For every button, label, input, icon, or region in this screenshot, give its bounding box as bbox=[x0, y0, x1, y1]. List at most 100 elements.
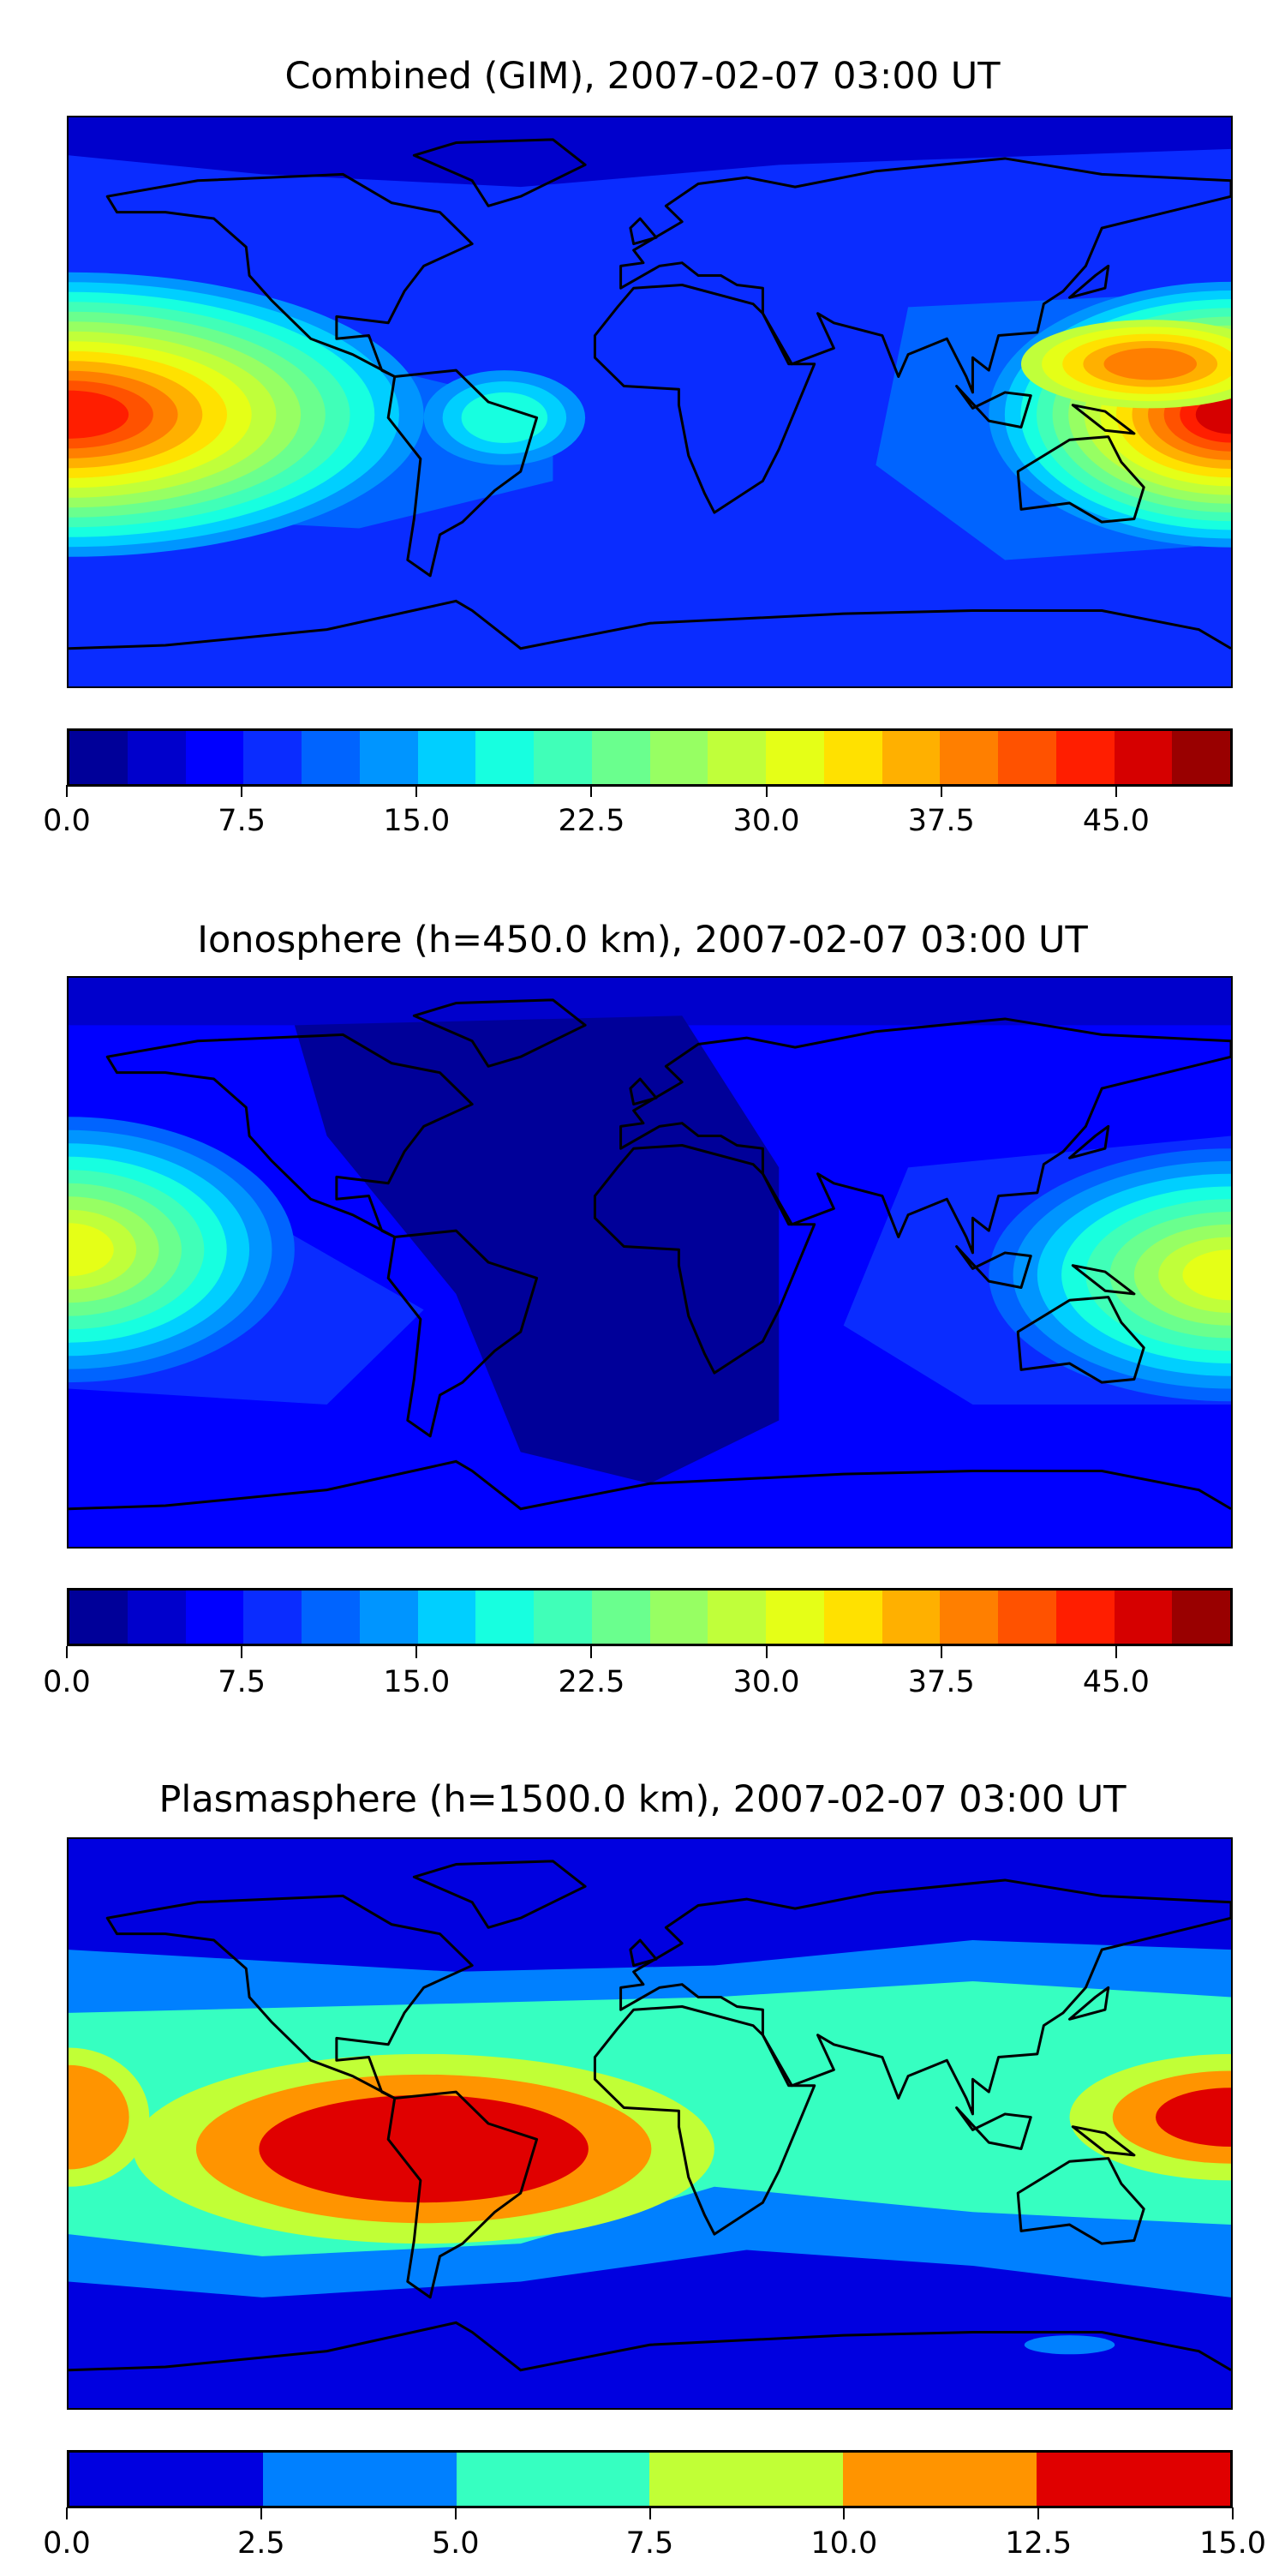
colorbar-segment bbox=[766, 1591, 824, 1644]
colorbar-tick-label: 45.0 bbox=[1082, 1665, 1150, 1699]
coastline bbox=[1073, 405, 1134, 434]
colorbar-segment bbox=[1055, 1591, 1115, 1644]
colorbar-segment bbox=[1114, 1591, 1173, 1644]
panel-3-title: Plasmasphere (h=1500.0 km), 2007-02-07 0… bbox=[158, 1778, 1127, 1821]
colorbar-tick bbox=[66, 1646, 68, 1658]
tec-contour-level bbox=[1156, 2088, 1231, 2148]
colorbar-segment bbox=[185, 731, 244, 784]
tec-contour-level bbox=[1024, 2335, 1115, 2355]
colorbar-tick bbox=[940, 785, 942, 797]
tec-contour-level bbox=[1182, 1249, 1231, 1301]
coastline bbox=[1070, 1126, 1109, 1158]
panel-3-map bbox=[67, 1837, 1233, 2410]
coastline bbox=[1070, 266, 1109, 297]
colorbar-segment bbox=[262, 2453, 457, 2506]
colorbar-segment bbox=[127, 1591, 186, 1644]
coastline bbox=[388, 370, 536, 576]
panel-3-colorbar bbox=[67, 2450, 1233, 2508]
colorbar-tick-label: 37.5 bbox=[907, 804, 975, 838]
colorbar-segment bbox=[708, 1591, 766, 1644]
colorbar-segment bbox=[649, 731, 708, 784]
colorbar-segment bbox=[940, 731, 998, 784]
colorbar-tick bbox=[940, 1646, 942, 1658]
colorbar-segment bbox=[998, 1591, 1056, 1644]
colorbar-segment bbox=[882, 731, 941, 784]
colorbar-segment bbox=[534, 731, 592, 784]
colorbar-segment bbox=[998, 731, 1056, 784]
colorbar-segment bbox=[1172, 1591, 1230, 1644]
coastline bbox=[957, 386, 1031, 428]
colorbar-segment bbox=[1055, 731, 1115, 784]
coastline bbox=[1073, 2127, 1134, 2155]
colorbar-tick bbox=[590, 1646, 593, 1658]
colorbar-tick-label: 37.5 bbox=[907, 1665, 975, 1699]
coastline bbox=[414, 1861, 585, 1927]
colorbar-tick-label: 22.5 bbox=[558, 1665, 625, 1699]
plasmasphere-tec-map bbox=[69, 1839, 1231, 2408]
colorbar-segment bbox=[185, 1591, 244, 1644]
colorbar-tick-label: 0.0 bbox=[43, 2526, 91, 2561]
colorbar-segment bbox=[649, 1591, 708, 1644]
colorbar-tick-label: 0.0 bbox=[43, 1665, 91, 1699]
coastline-antarctica bbox=[69, 601, 1231, 648]
colorbar-segment bbox=[843, 2453, 1037, 2506]
coastline bbox=[595, 1146, 814, 1374]
coastline bbox=[621, 1880, 1231, 2114]
tec-contour-level bbox=[259, 2094, 589, 2203]
coastline bbox=[1073, 1266, 1134, 1294]
colorbar-segment bbox=[534, 1591, 592, 1644]
colorbar-tick-label: 0.0 bbox=[43, 804, 91, 838]
tec-contour-level bbox=[1103, 348, 1198, 380]
colorbar-segment bbox=[69, 1591, 128, 1644]
tec-contour-level bbox=[1195, 395, 1231, 434]
panel-2-title: Ionosphere (h=450.0 km), 2007-02-07 03:0… bbox=[197, 919, 1088, 962]
colorbar-segment bbox=[823, 1591, 882, 1644]
colorbar-segment bbox=[69, 2453, 263, 2506]
colorbar-segment bbox=[1114, 731, 1173, 784]
colorbar-segment bbox=[475, 731, 534, 784]
panel-2-colorbar-ticks: 0.0 7.5 15.0 22.5 30.0 37.5 45.0 bbox=[43, 1646, 1233, 1715]
colorbar-segment bbox=[1037, 2453, 1230, 2506]
colorbar-segment bbox=[243, 1591, 302, 1644]
coastline bbox=[1018, 437, 1144, 523]
coastline bbox=[631, 219, 656, 244]
tec-contour-level bbox=[69, 1223, 114, 1277]
colorbar-segment bbox=[417, 731, 476, 784]
colorbar-segment bbox=[127, 731, 186, 784]
colorbar-tick bbox=[454, 2507, 457, 2519]
coastline bbox=[414, 140, 585, 206]
colorbar-tick-label: 15.0 bbox=[383, 1665, 451, 1699]
colorbar-tick-label: 7.5 bbox=[218, 1665, 266, 1699]
colorbar-tick-label: 30.0 bbox=[732, 804, 800, 838]
colorbar-segment bbox=[417, 1591, 476, 1644]
colorbar-segment bbox=[591, 731, 650, 784]
colorbar-tick bbox=[415, 785, 418, 797]
colorbar-tick-label: 7.5 bbox=[625, 2526, 674, 2561]
coastline bbox=[388, 2092, 536, 2297]
coastline bbox=[1018, 1297, 1144, 1383]
colorbar-tick bbox=[241, 1646, 243, 1658]
colorbar-tick-label: 12.5 bbox=[1005, 2526, 1073, 2561]
combined-tec-map bbox=[69, 117, 1231, 686]
colorbar-segment bbox=[456, 2453, 650, 2506]
coastline bbox=[595, 285, 814, 513]
coastline bbox=[1018, 2159, 1144, 2244]
colorbar-tick bbox=[66, 785, 68, 797]
tec-contour-level bbox=[69, 390, 129, 439]
colorbar-segment bbox=[708, 731, 766, 784]
colorbar-tick bbox=[1232, 2507, 1234, 2519]
colorbar-tick-label: 15.0 bbox=[383, 804, 451, 838]
colorbar-tick bbox=[590, 785, 593, 797]
tec-contour-band bbox=[69, 117, 1231, 188]
colorbar-tick-label: 45.0 bbox=[1082, 804, 1150, 838]
coastline bbox=[957, 1247, 1031, 1288]
tec-contour-band bbox=[69, 978, 1231, 1026]
colorbar-tick-label: 30.0 bbox=[732, 1665, 800, 1699]
colorbar-segment bbox=[302, 1591, 360, 1644]
colorbar-segment bbox=[243, 731, 302, 784]
coastline bbox=[621, 1019, 1231, 1253]
coastline bbox=[621, 159, 1231, 392]
panel-1-title: Combined (GIM), 2007-02-07 03:00 UT bbox=[284, 55, 1001, 98]
coastline bbox=[1070, 1987, 1109, 2019]
coastline bbox=[388, 1231, 536, 1436]
